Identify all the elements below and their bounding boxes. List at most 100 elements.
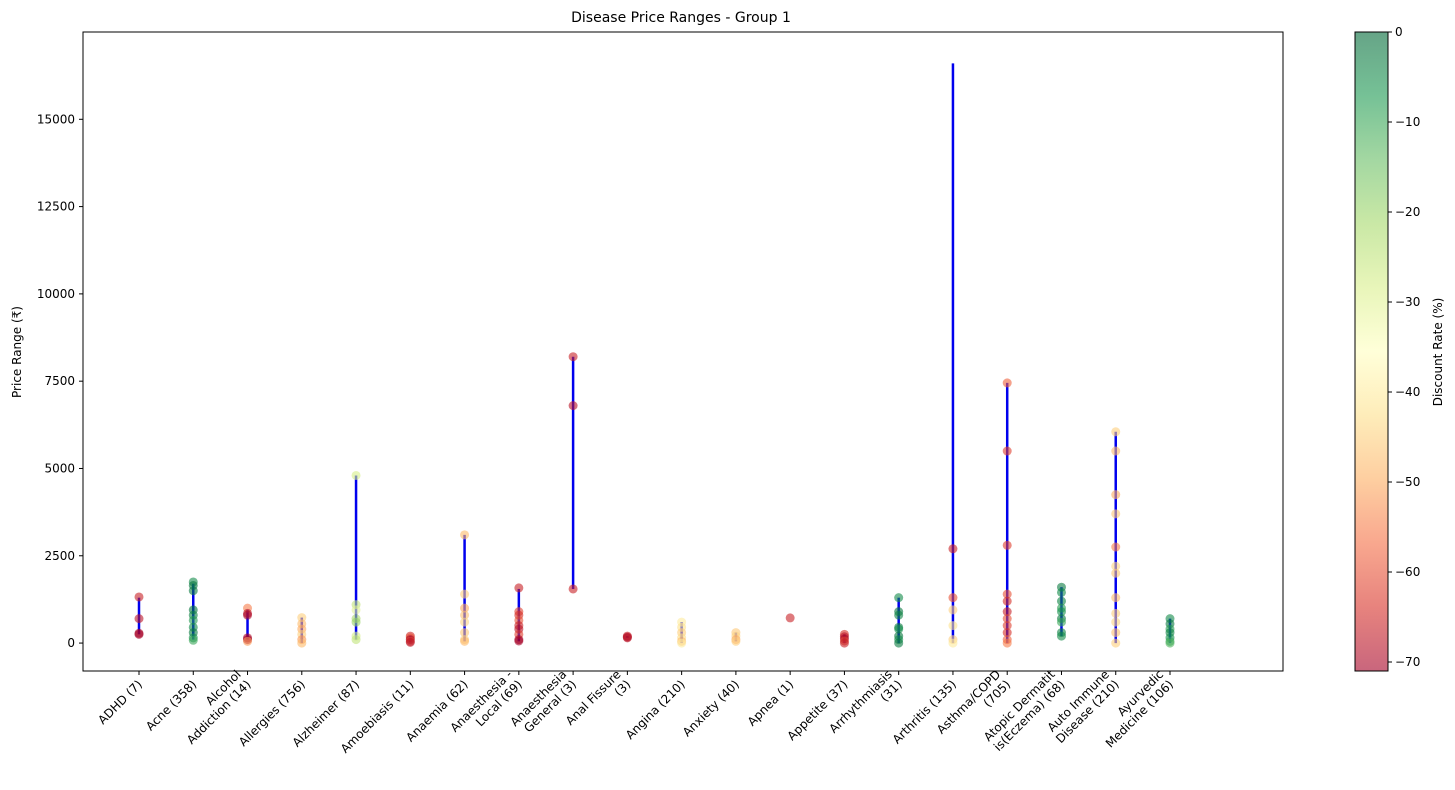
data-point (1002, 607, 1012, 617)
data-point (460, 603, 470, 613)
data-point (1002, 589, 1012, 599)
data-point (134, 629, 144, 639)
data-point (1056, 607, 1066, 617)
data-point (731, 636, 741, 646)
data-point (351, 617, 361, 627)
colorbar-tick-label: −50 (1395, 475, 1420, 489)
data-point (460, 617, 470, 627)
data-point (948, 593, 958, 603)
colorbar-axis: 0 −10 −20 −30 −40 −50 −60 −70 (1388, 25, 1420, 669)
colorbar-tick-label: 0 (1395, 25, 1403, 39)
data-point (460, 589, 470, 599)
data-point (948, 638, 958, 648)
data-point (894, 638, 904, 648)
data-point (460, 610, 470, 620)
data-point (568, 352, 578, 362)
data-point (1111, 427, 1121, 437)
x-tick-label: Anal Fissure(3) (563, 667, 634, 728)
y-tick-label: 2500 (44, 549, 75, 563)
data-point (948, 621, 958, 631)
data-point (948, 544, 958, 554)
data-point (297, 613, 307, 623)
data-point (1056, 631, 1066, 641)
data-point (514, 583, 524, 593)
data-point (1111, 568, 1121, 578)
x-tick-label: Apnea (1) (745, 677, 797, 729)
y-tick-label: 7500 (44, 374, 75, 388)
data-point (1111, 542, 1121, 552)
y-tick-label: 12500 (37, 200, 75, 214)
range-lines (137, 63, 1172, 644)
data-point (568, 401, 578, 411)
data-point (460, 530, 470, 540)
data-point (1111, 561, 1121, 571)
data-point (894, 610, 904, 620)
data-point (1111, 446, 1121, 456)
colorbar-tick-label: −70 (1395, 655, 1420, 669)
data-point (677, 638, 687, 648)
data-point (785, 613, 795, 623)
data-point (134, 614, 144, 624)
data-point (1002, 638, 1012, 648)
x-tick-label: Acne (358) (143, 677, 199, 733)
data-point (1111, 617, 1121, 627)
plot-frame (82, 31, 1284, 672)
colorbar-tick-label: −60 (1395, 565, 1420, 579)
y-axis: 0 2500 5000 7500 10000 12500 15000 (37, 112, 83, 650)
data-point (1002, 628, 1012, 638)
y-tick-label: 0 (67, 636, 75, 650)
colorbar-label: Discount Rate (%) (1431, 298, 1445, 407)
scatter-points (134, 352, 1175, 648)
x-tick-label: ADHD (7) (95, 677, 145, 727)
data-point (1165, 638, 1175, 648)
data-point (1002, 446, 1012, 456)
data-point (568, 584, 578, 594)
y-tick-label: 10000 (37, 287, 75, 301)
data-point (622, 633, 632, 643)
data-point (839, 638, 849, 648)
data-point (243, 636, 253, 646)
y-tick-label: 5000 (44, 461, 75, 475)
colorbar-tick-label: −30 (1395, 295, 1420, 309)
data-point (1002, 614, 1012, 624)
data-point (1056, 617, 1066, 627)
colorbar (1355, 32, 1388, 671)
y-tick-label: 15000 (37, 112, 75, 126)
data-point (1056, 596, 1066, 606)
x-tick-label-line: Apnea (1) (745, 677, 797, 729)
data-point (243, 610, 253, 620)
data-point (188, 635, 198, 645)
data-point (188, 615, 198, 625)
data-point (351, 635, 361, 645)
x-tick-label-line: Anal Fissure (563, 667, 624, 728)
data-point (188, 586, 198, 596)
x-tick-label-line: Anxiety (40) (680, 677, 742, 739)
data-point (351, 605, 361, 615)
data-point (894, 593, 904, 603)
data-point (460, 628, 470, 638)
data-point (1056, 587, 1066, 597)
data-point (1111, 593, 1121, 603)
data-point (1002, 596, 1012, 606)
data-point (405, 637, 415, 647)
chart-title: Disease Price Ranges - Group 1 (571, 10, 791, 26)
colorbar-frame (1354, 31, 1389, 672)
data-point (1111, 509, 1121, 519)
colorbar-tick-label: −40 (1395, 385, 1420, 399)
data-point (514, 636, 524, 646)
data-point (1111, 638, 1121, 648)
x-tick-label-line: Acne (358) (143, 677, 199, 733)
data-point (1111, 490, 1121, 500)
data-point (1002, 621, 1012, 631)
data-point (948, 605, 958, 615)
data-point (894, 624, 904, 634)
y-axis-label: Price Range (₹) (10, 306, 24, 398)
data-point (1111, 608, 1121, 618)
data-point (1002, 540, 1012, 550)
data-point (460, 636, 470, 646)
data-point (1111, 628, 1121, 638)
data-point (1002, 378, 1012, 388)
